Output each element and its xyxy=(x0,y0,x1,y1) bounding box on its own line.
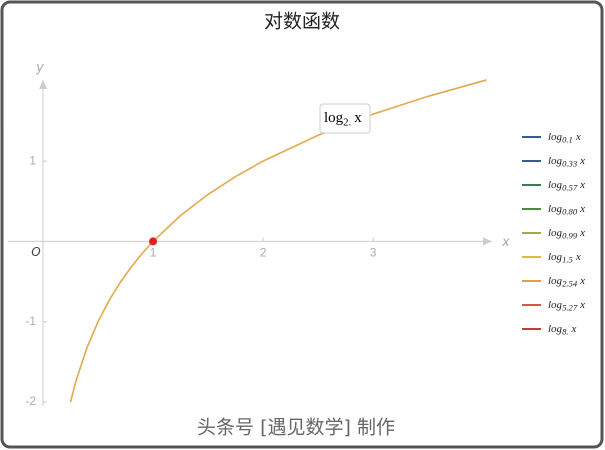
chart-title: 对数函数 xyxy=(264,11,340,33)
label-base: 0.99 xyxy=(562,231,578,241)
x-tick-label: 2 xyxy=(260,246,267,260)
label-arg: x xyxy=(579,203,585,215)
label-name: log xyxy=(548,299,563,311)
label-name: log xyxy=(548,131,563,143)
curve-label-box xyxy=(319,103,371,134)
x-tick-label: 1 xyxy=(150,246,157,260)
label-base: 0.1 xyxy=(562,135,573,145)
label-base: 0.33 xyxy=(562,159,578,169)
label-name: log xyxy=(548,323,563,335)
y-tick-label: 1 xyxy=(29,153,36,167)
label-base: 2.54 xyxy=(562,279,578,289)
series-label: log1.5 x xyxy=(548,251,581,265)
origin-label: O xyxy=(31,245,40,259)
x-axis-label: x xyxy=(501,235,510,250)
label-name: log xyxy=(548,275,563,287)
series-label: log8. x xyxy=(548,323,577,337)
label-name: log xyxy=(548,155,563,167)
series-label: log0.80 x xyxy=(548,203,585,217)
label-arg: x xyxy=(571,323,577,335)
label-name: log xyxy=(548,227,563,239)
label-name: log xyxy=(548,251,563,263)
y-tick-label: -2 xyxy=(25,394,36,408)
series-label: log0.57 x xyxy=(548,179,585,193)
series-label: log0.1 x xyxy=(548,131,581,145)
x-tick-label: 3 xyxy=(370,246,377,260)
label-base: 1.5 xyxy=(562,255,573,265)
label-arg: x xyxy=(354,110,362,126)
y-tick-label: -1 xyxy=(25,314,36,328)
series-label: log2.54 x xyxy=(548,275,585,289)
label-base: 8. xyxy=(562,327,568,337)
label-arg: x xyxy=(579,155,585,167)
y-axis-label: y xyxy=(35,61,44,76)
label-base: 0.80 xyxy=(562,207,578,217)
series-label: log5.27 x xyxy=(548,299,585,313)
label-arg: x xyxy=(579,275,585,287)
label-arg: x xyxy=(579,179,585,191)
label-arg: x xyxy=(575,251,581,263)
label-base: 5.27 xyxy=(562,303,578,313)
y-arrow xyxy=(39,80,47,89)
label-base: 2. xyxy=(343,117,351,129)
label-arg: x xyxy=(575,131,581,143)
point xyxy=(149,237,158,246)
series-label: log0.33 x xyxy=(548,155,585,169)
series-label: log2. x xyxy=(324,110,362,129)
x-arrow xyxy=(483,237,492,246)
footer: 头条号 [遇见数学] 制作 xyxy=(197,417,395,439)
label-arg: x xyxy=(579,299,585,311)
label-arg: x xyxy=(579,227,585,239)
series-label: log0.99 x xyxy=(548,227,585,241)
label-name: log xyxy=(548,179,563,191)
label-base: 0.57 xyxy=(562,183,578,193)
label-name: log xyxy=(548,203,563,215)
label-name: log xyxy=(324,110,344,126)
